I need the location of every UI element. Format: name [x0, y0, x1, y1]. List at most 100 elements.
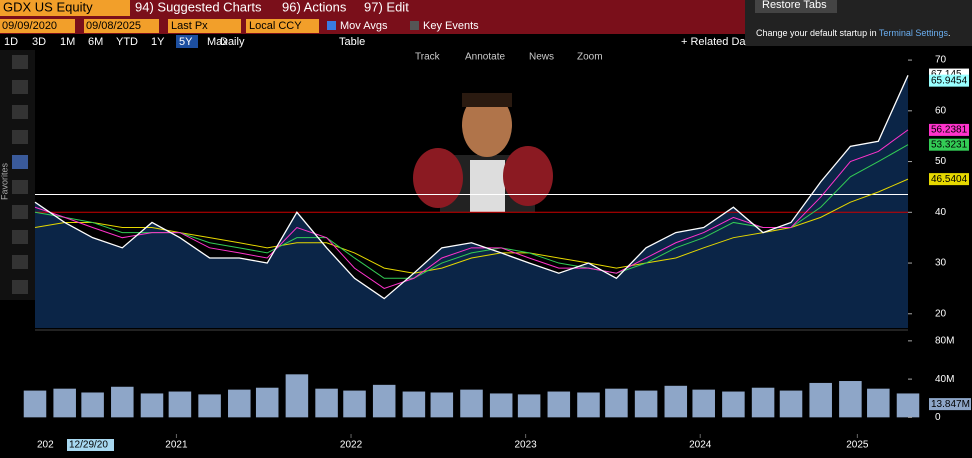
checkbox[interactable] — [410, 21, 419, 30]
value-marker-label: 56.2381 — [931, 125, 968, 136]
volume-bar — [53, 388, 76, 418]
ticker-box[interactable] — [0, 0, 130, 16]
volume-bar — [430, 392, 454, 418]
y-tick-label: 70 — [935, 55, 947, 66]
tool-icon[interactable] — [12, 80, 28, 94]
range-button[interactable]: 6M — [88, 36, 103, 48]
volume-bar — [896, 393, 920, 418]
volume-bar — [402, 391, 426, 418]
volume-bar — [81, 392, 104, 418]
chart-tool[interactable]: Annotate — [465, 52, 505, 63]
key-events[interactable]: Key Events — [423, 20, 479, 32]
volume-bar — [489, 393, 513, 418]
volume-bar — [664, 385, 688, 418]
volume-bar — [751, 387, 775, 418]
tool-icon[interactable] — [12, 205, 28, 219]
menu[interactable]: 94) Suggested Charts — [135, 0, 262, 14]
chart-tool[interactable]: Track — [415, 52, 441, 63]
volume-marker — [929, 398, 971, 411]
volume-bar — [692, 389, 715, 418]
volume-bar — [605, 388, 628, 418]
volume-tick-label: 80M — [935, 336, 954, 347]
currency: Local CCY — [249, 20, 302, 32]
tool-icon[interactable] — [12, 255, 28, 269]
value-marker — [929, 74, 969, 87]
favorites: Favorites — [0, 162, 9, 200]
range-button[interactable]: 1M — [60, 36, 75, 48]
volume-bar — [867, 388, 890, 418]
frequency[interactable]: Daily — [220, 36, 245, 48]
date-box[interactable] — [84, 19, 159, 33]
volume-bar — [809, 382, 832, 418]
volume-tick-label: 0 — [935, 412, 941, 423]
volume-bar — [343, 390, 366, 418]
tool-icon[interactable] — [12, 180, 28, 194]
x-tick-label: 2024 — [689, 440, 712, 451]
volume-bar — [285, 374, 309, 418]
range-selected — [176, 35, 198, 48]
value-marker-label: 53.3231 — [931, 139, 968, 150]
cursor-prefix: 202 — [37, 440, 54, 451]
popup-text: Change your default startup in Terminal … — [756, 28, 950, 38]
x-tick-label: 2022 — [340, 440, 363, 451]
volume-tick-label: 40M — [935, 374, 954, 385]
mov-avgs[interactable]: Mov Avgs — [340, 20, 388, 32]
x-tick-label: 2025 — [846, 440, 869, 451]
menu[interactable]: 96) Actions — [282, 0, 347, 14]
volume-bar — [198, 394, 221, 418]
y-tick-label: 20 — [935, 308, 947, 319]
related[interactable]: + Related Da — [681, 36, 746, 48]
volume-bar — [168, 391, 192, 418]
volume-bar — [839, 381, 862, 418]
volume-bar — [228, 389, 251, 418]
volume-bar — [255, 387, 279, 418]
range-button[interactable]: 1D — [4, 36, 18, 48]
field: Last Px — [171, 20, 208, 32]
checkbox[interactable] — [327, 21, 336, 30]
range-button[interactable]: Max — [207, 36, 228, 48]
price-area — [35, 75, 908, 329]
volume-bar — [779, 390, 803, 418]
price-line — [34, 75, 909, 300]
tool-icon[interactable] — [12, 230, 28, 244]
ccy-box[interactable] — [246, 19, 319, 33]
end-date: 09/08/2025 — [86, 20, 141, 32]
tool-icon[interactable] — [12, 105, 28, 119]
date-box[interactable] — [0, 19, 75, 33]
volume-bar — [140, 393, 164, 418]
boxer-image — [413, 93, 553, 212]
volume-bar — [460, 389, 483, 418]
volume-bar — [634, 390, 658, 418]
cursor-box — [67, 439, 114, 451]
value-marker — [929, 138, 969, 151]
tool-icon[interactable] — [12, 130, 28, 144]
volume-bar — [722, 391, 745, 418]
volume-bar — [23, 390, 47, 418]
volume-bar — [315, 388, 338, 418]
range-button[interactable]: 1Y — [151, 36, 165, 48]
tool-icon[interactable] — [12, 280, 28, 294]
ticker: GDX US Equity — [3, 0, 93, 14]
chart-tool[interactable]: News — [529, 52, 554, 63]
table[interactable]: Table — [339, 36, 365, 48]
moving-average — [34, 129, 909, 289]
volume-bar — [547, 391, 571, 418]
field-box[interactable] — [168, 19, 241, 33]
menu[interactable]: 97) Edit — [364, 0, 409, 14]
value-marker — [929, 173, 969, 186]
tool-icon[interactable] — [12, 155, 28, 169]
chart-tool[interactable]: Zoom — [577, 52, 603, 63]
value-marker-label: 46.5404 — [931, 174, 968, 185]
volume-marker-label: 13.847M — [931, 399, 970, 410]
range-button[interactable]: 3D — [32, 36, 46, 48]
y-tick-label: 50 — [935, 156, 947, 167]
tool-icon[interactable] — [12, 55, 28, 69]
y-tick-label: 60 — [935, 105, 947, 116]
range-button[interactable]: 5Y — [179, 36, 193, 48]
volume-bar — [372, 384, 396, 418]
popup-button[interactable] — [755, 0, 837, 13]
start-date: 09/09/2020 — [2, 20, 57, 32]
volume-bar — [517, 394, 541, 418]
range-button[interactable]: YTD — [116, 36, 138, 48]
